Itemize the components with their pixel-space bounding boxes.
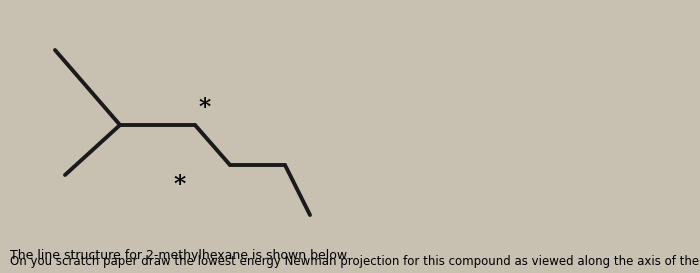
Text: On you scratch paper draw the lowest energy Newman projection for this compound : On you scratch paper draw the lowest ene…: [10, 255, 700, 268]
Text: The line structure for 2-methylhexane is shown below.: The line structure for 2-methylhexane is…: [10, 249, 350, 262]
Text: *: *: [174, 173, 186, 197]
Text: *: *: [199, 96, 211, 120]
